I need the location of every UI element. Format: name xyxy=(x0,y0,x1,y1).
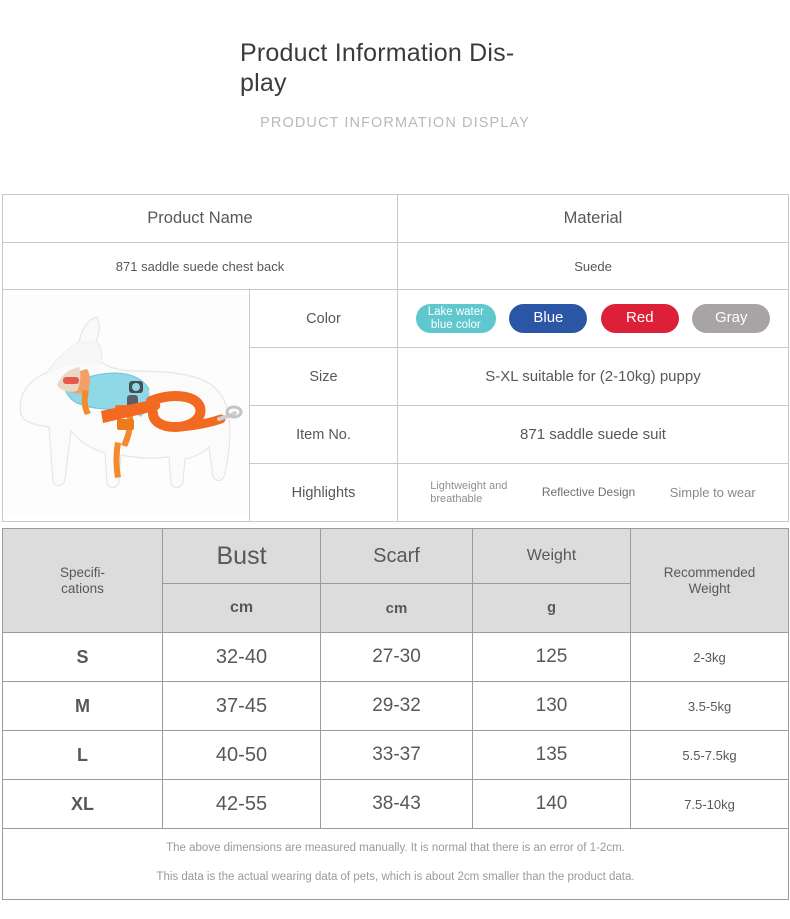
page-header: Product Information Dis-play PRODUCT INF… xyxy=(0,0,790,131)
product-image xyxy=(3,295,249,516)
value-material: Suede xyxy=(397,242,789,290)
note-measurement-error: The above dimensions are measured manual… xyxy=(166,842,625,854)
header-product-name: Product Name xyxy=(2,194,398,243)
cell-scarf: 29-32 xyxy=(320,681,473,731)
header-bust: Bust xyxy=(162,528,321,584)
cell-scarf: 33-37 xyxy=(320,730,473,780)
label-item-no: Item No. xyxy=(249,405,398,464)
cell-recommended-weight: 5.5-7.5kg xyxy=(630,730,789,780)
cell-bust: 32-40 xyxy=(162,632,321,682)
cell-size: L xyxy=(2,730,163,780)
page-title: Product Information Dis-play xyxy=(240,39,515,97)
cell-bust: 42-55 xyxy=(162,779,321,829)
swatch-label: Gray xyxy=(714,309,748,327)
table-unit-row: cm cm g xyxy=(3,583,789,633)
color-swatch-gray[interactable]: Gray xyxy=(692,304,771,333)
cell-recommended-weight: 3.5-5kg xyxy=(630,681,789,731)
cell-scarf: 38-43 xyxy=(320,779,473,829)
value-product-name: 871 saddle suede chest back xyxy=(2,242,398,290)
table-notes-row: The above dimensions are measured manual… xyxy=(2,828,789,900)
unit-weight: g xyxy=(472,583,631,633)
header-weight: Weight xyxy=(472,528,631,584)
note-wearing-data: This data is the actual wearing data of … xyxy=(156,871,635,883)
color-swatch-blue[interactable]: Blue xyxy=(509,304,588,333)
cell-weight: 135 xyxy=(472,730,631,780)
table-row: M 37-45 29-32 130 3.5-5kg xyxy=(2,681,789,731)
table-header-row: Specifi- cations Bust Scarf Weight Recom… xyxy=(2,528,789,633)
header-recommended-weight: Recommended Weight xyxy=(630,528,789,633)
color-swatch-red[interactable]: Red xyxy=(600,304,679,333)
header-specifications: Specifi- cations xyxy=(2,528,163,633)
header-scarf: Scarf xyxy=(320,528,473,584)
table-row: Item No. 871 saddle suede suit xyxy=(3,405,789,464)
table-row: S 32-40 27-30 125 2-3kg xyxy=(2,632,789,682)
header-material: Material xyxy=(397,194,789,243)
product-image-cell xyxy=(2,289,250,522)
table-row: Color Lake water blue color Blue Red Gra… xyxy=(2,289,789,522)
label-size: Size xyxy=(249,347,398,406)
value-color: Lake water blue color Blue Red Gray xyxy=(397,289,789,348)
table-row: L 40-50 33-37 135 5.5-7.5kg xyxy=(2,730,789,780)
highlight-list: Lightweight and breathable Reflective De… xyxy=(399,480,787,506)
notes-cell: The above dimensions are measured manual… xyxy=(2,828,789,900)
size-chart-table: Specifi- cations Bust Scarf Weight Recom… xyxy=(2,528,789,900)
cell-recommended-weight: 2-3kg xyxy=(630,632,789,682)
cell-size: S xyxy=(2,632,163,682)
value-size: S-XL suitable for (2-10kg) puppy xyxy=(397,347,789,406)
label-highlights: Highlights xyxy=(249,463,398,522)
unit-bust: cm xyxy=(162,583,321,633)
cell-recommended-weight: 7.5-10kg xyxy=(630,779,789,829)
cell-weight: 130 xyxy=(472,681,631,731)
value-highlights: Lightweight and breathable Reflective De… xyxy=(397,463,789,522)
swatch-label: Blue xyxy=(533,309,564,327)
cell-bust: 40-50 xyxy=(162,730,321,780)
cell-weight: 140 xyxy=(472,779,631,829)
dog-harness-illustration xyxy=(3,295,249,516)
highlight-simple-to-wear: Simple to wear xyxy=(669,485,756,500)
page-subtitle: PRODUCT INFORMATION DISPLAY xyxy=(260,115,530,131)
swatch-label: Red xyxy=(626,309,654,327)
table-row: 871 saddle suede chest back Suede xyxy=(2,242,789,290)
cell-weight: 125 xyxy=(472,632,631,682)
table-row: XL 42-55 38-43 140 7.5-10kg xyxy=(2,779,789,829)
table-row: Size S-XL suitable for (2-10kg) puppy xyxy=(3,347,789,406)
color-swatch-lake-water-blue[interactable]: Lake water blue color xyxy=(415,304,496,333)
table-row: Highlights Lightweight and breathable Re… xyxy=(3,463,789,522)
cell-size: XL xyxy=(2,779,163,829)
swatch-label: Lake water blue color xyxy=(427,306,484,331)
unit-scarf: cm xyxy=(320,583,473,633)
label-color: Color xyxy=(249,289,398,348)
value-item-no: 871 saddle suede suit xyxy=(397,405,789,464)
cell-scarf: 27-30 xyxy=(320,632,473,682)
product-info-table: Product Name Material 871 saddle suede c… xyxy=(2,194,789,522)
cell-size: M xyxy=(2,681,163,731)
highlight-reflective: Reflective Design xyxy=(541,485,636,499)
cell-bust: 37-45 xyxy=(162,681,321,731)
color-swatch-list: Lake water blue color Blue Red Gray xyxy=(399,304,787,333)
highlight-lightweight: Lightweight and breathable xyxy=(430,479,508,505)
table-row: Product Name Material xyxy=(2,194,789,243)
